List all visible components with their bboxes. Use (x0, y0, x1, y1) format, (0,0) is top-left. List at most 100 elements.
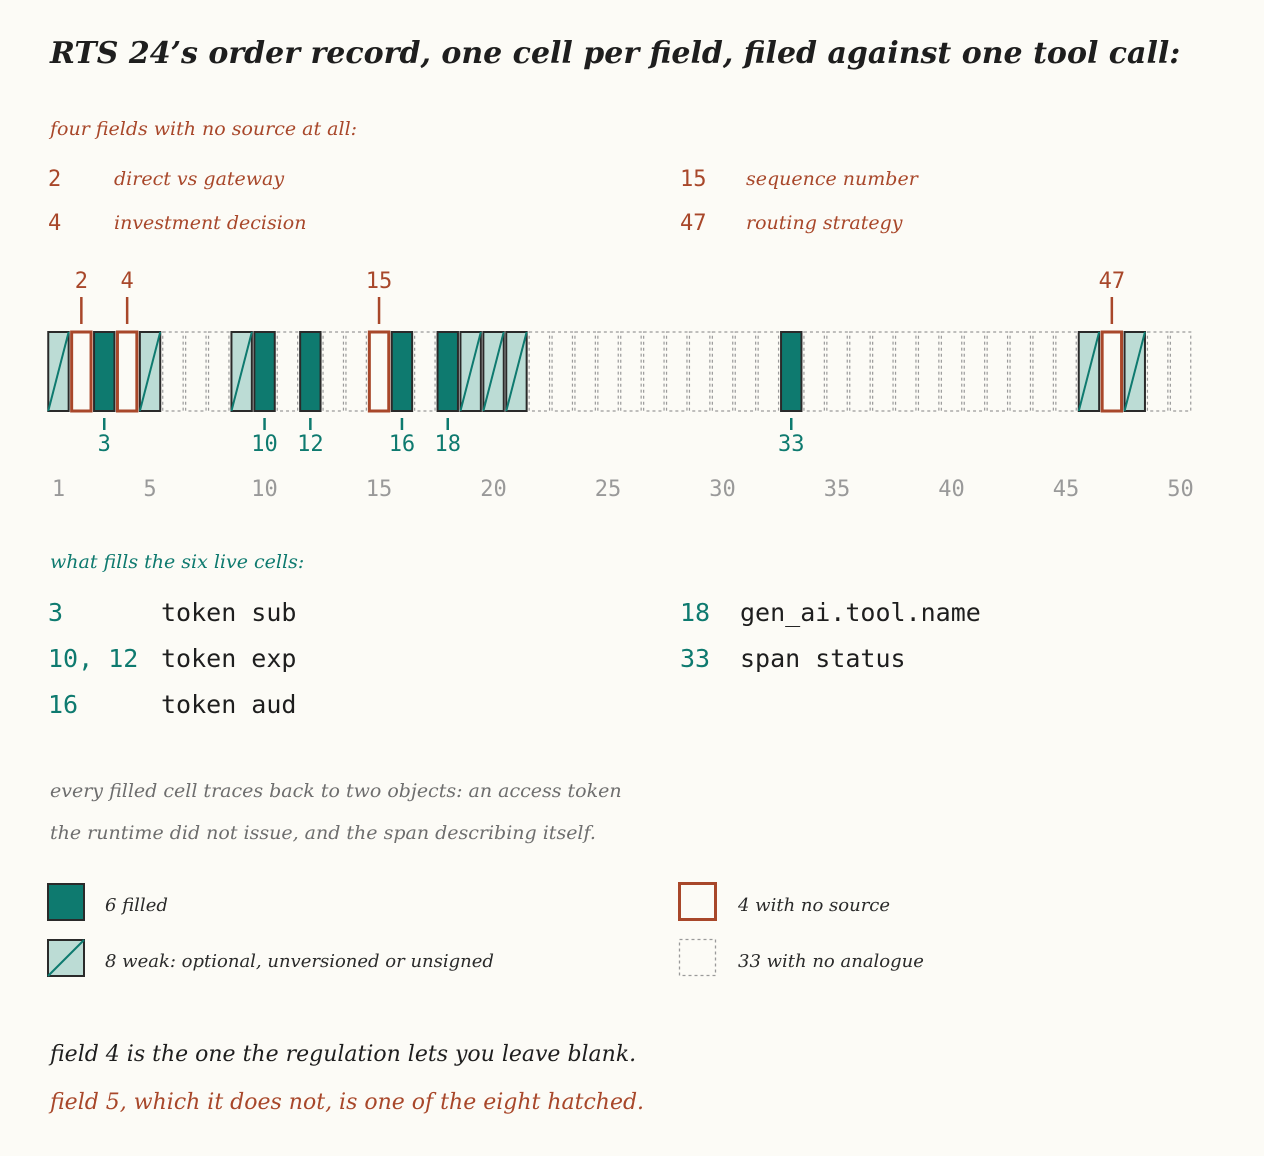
no-source-field-label: direct vs gateway (114, 168, 285, 190)
no-source-field-label: sequence number (746, 168, 918, 190)
legend-weak-swatch (47, 939, 85, 977)
filled-marker-label: 3 (98, 432, 111, 457)
footer-line-2: field 5, which it does not, is one of th… (50, 1090, 645, 1115)
no-source-field-label: routing strategy (746, 212, 903, 234)
field-cell-hatch (1123, 331, 1146, 412)
field-cell-no-analogue (185, 331, 207, 412)
field-cell-no-analogue (872, 331, 894, 412)
field-cell-filled (780, 331, 803, 412)
axis-tick-label: 35 (824, 477, 851, 502)
field-cell-no-analogue (665, 331, 688, 412)
field-cell-no-analogue (1146, 331, 1169, 412)
field-cell-no-analogue (894, 331, 917, 412)
legend-no-source-swatch (678, 882, 717, 921)
axis-tick-label: 10 (251, 477, 278, 502)
filled-marker-label: 18 (435, 432, 462, 457)
field-cell-no-analogue (574, 331, 596, 412)
axis-tick-label: 15 (366, 477, 393, 502)
field-cell-no-analogue (414, 331, 436, 412)
no-source-field-number: 4 (48, 211, 62, 236)
live-cells-heading: what fills the six live cells: (50, 551, 305, 573)
field-cell-no-analogue (1032, 331, 1054, 412)
filled-marker-label: 12 (297, 432, 324, 457)
legend-filled-swatch (47, 883, 85, 921)
axis-tick-label: 50 (1167, 477, 1194, 502)
field-cell-hatch (482, 331, 505, 412)
field-cell-filled (253, 331, 276, 412)
field-cell-hatch (230, 331, 253, 412)
no-source-field-number: 2 (48, 167, 62, 192)
axis-tick-label: 5 (143, 477, 156, 502)
live-field-number: 16 (48, 690, 79, 719)
live-field-value: token exp (161, 644, 297, 673)
field-cell-no-source (1100, 330, 1124, 413)
field-cell-no-analogue (688, 331, 711, 412)
no-source-field-number: 15 (680, 167, 707, 192)
field-cell-no-analogue (734, 331, 757, 412)
filled-marker-label: 10 (251, 432, 278, 457)
live-field-value: gen_ai.tool.name (740, 598, 981, 627)
legend-no-source-label: 4 with no source (738, 895, 891, 916)
no-source-marker-label: 47 (1099, 269, 1126, 294)
legend-filled-label: 6 filled (105, 895, 168, 916)
field-cell-no-analogue (322, 331, 345, 412)
note-line: the runtime did not issue, and the span … (50, 822, 596, 844)
live-field-value: token aud (161, 690, 297, 719)
field-cell-no-analogue (162, 331, 184, 412)
axis-tick-label: 25 (595, 477, 622, 502)
note-line: every filled cell traces back to two obj… (50, 780, 622, 802)
field-cell-hatch (1077, 331, 1101, 412)
legend-weak-label: 8 weak: optional, unversioned or unsigne… (105, 951, 494, 972)
field-cell-no-source (367, 330, 391, 413)
field-cell-no-analogue (597, 331, 619, 412)
no-source-marker-label: 2 (75, 269, 88, 294)
field-cell-no-analogue (528, 331, 551, 412)
field-cell-no-analogue (711, 331, 734, 412)
field-cell-hatch (138, 331, 162, 412)
live-field-number: 3 (48, 598, 64, 627)
field-cell-no-analogue (345, 331, 367, 412)
field-cell-no-analogue (620, 331, 642, 412)
field-cell-no-analogue (276, 331, 299, 412)
live-field-value: token sub (161, 598, 297, 627)
field-cell-no-analogue (551, 331, 574, 412)
field-cell-hatch (505, 331, 528, 412)
field-cell-filled (436, 331, 459, 412)
no-source-field-number: 47 (680, 211, 707, 236)
field-cell-no-analogue (986, 331, 1009, 412)
field-cell-filled (299, 331, 322, 412)
field-cell-no-analogue (757, 331, 780, 412)
field-cell-no-analogue (1009, 331, 1032, 412)
axis-tick-label: 30 (709, 477, 736, 502)
live-field-number: 10, 12 (48, 644, 139, 673)
page-title: RTS 24’s order record, one cell per fiel… (50, 36, 1181, 71)
no-source-field-label: investment decision (114, 212, 307, 234)
field-cell-no-analogue (940, 331, 963, 412)
no-source-heading: four fields with no source at all: (50, 118, 358, 140)
filled-marker-label: 33 (778, 432, 805, 457)
footer-line-1: field 4 is the one the regulation lets y… (50, 1042, 637, 1067)
field-cell-hatch (459, 331, 482, 412)
field-cell-filled (390, 331, 414, 412)
no-source-marker-label: 4 (121, 269, 134, 294)
field-cell-no-analogue (917, 331, 940, 412)
axis-tick-label: 20 (480, 477, 507, 502)
field-cell-no-analogue (1169, 331, 1192, 412)
field-cell-no-analogue (803, 331, 825, 412)
field-cell-hatch (47, 331, 70, 412)
field-cell-no-analogue (207, 331, 230, 412)
field-cell-no-analogue (1055, 331, 1077, 412)
live-field-number: 18 (680, 598, 711, 627)
legend-no-analogue-swatch (678, 938, 717, 977)
field-cell-no-analogue (826, 331, 848, 412)
field-cell-filled (93, 331, 116, 412)
field-cell-no-source (115, 330, 139, 413)
no-source-marker-label: 15 (366, 269, 393, 294)
axis-tick-label: 1 (52, 477, 65, 502)
filled-marker-label: 16 (389, 432, 416, 457)
axis-tick-label: 45 (1053, 477, 1080, 502)
field-strip-chart: 2 4 15 473 10 12 16 18 331 5 10 15 20 25 30 35 40 45 50 (47, 269, 1194, 502)
live-field-value: span status (740, 644, 906, 673)
axis-tick-label: 40 (938, 477, 965, 502)
field-cell-no-analogue (849, 331, 871, 412)
